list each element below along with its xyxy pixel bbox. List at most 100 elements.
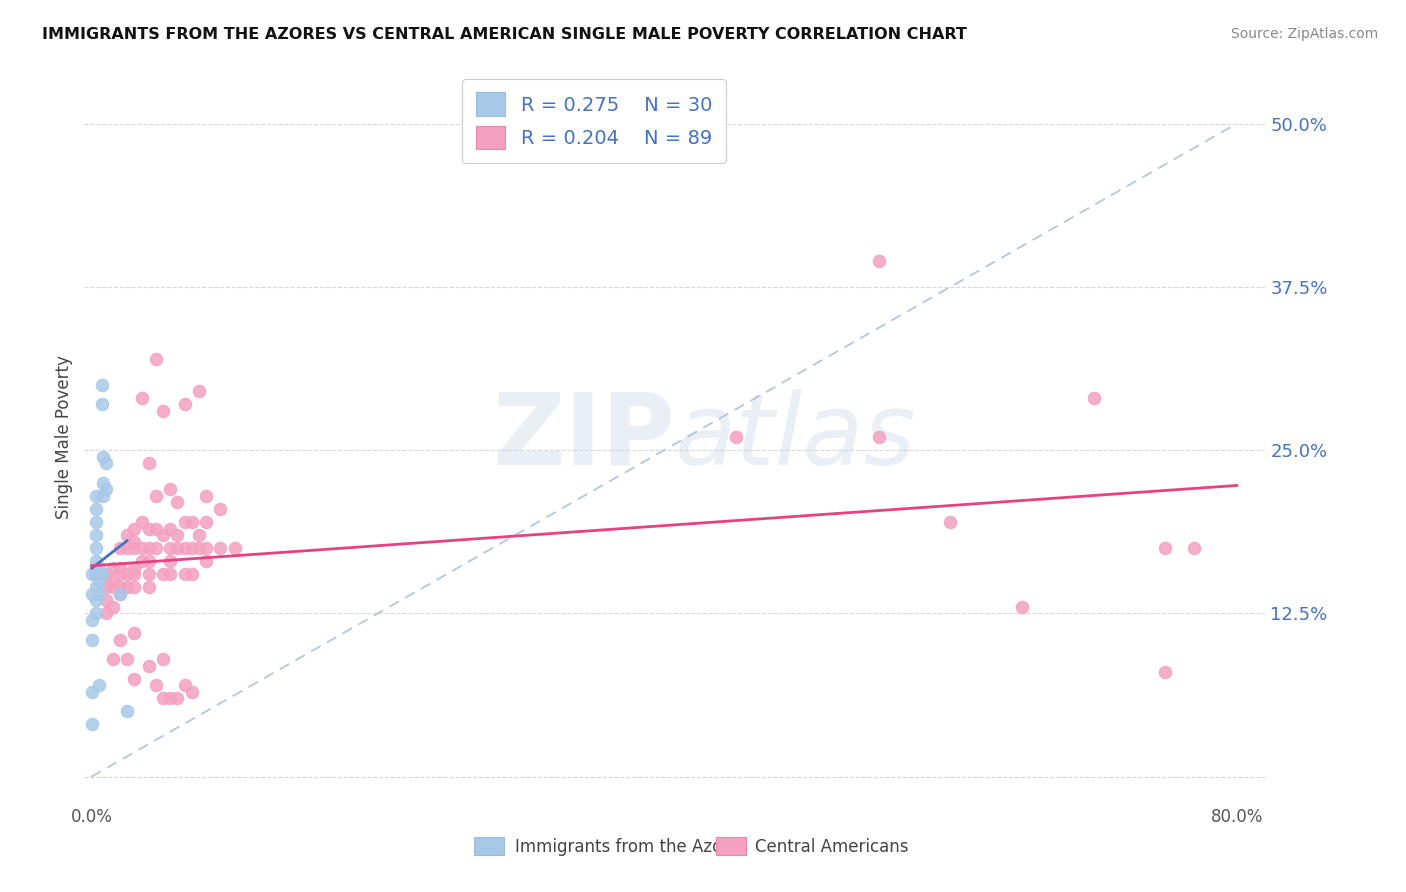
Point <box>101 574 124 588</box>
Point <box>84 593 107 607</box>
Point <box>91 475 114 490</box>
Point <box>1182 541 1205 555</box>
FancyBboxPatch shape <box>474 838 503 855</box>
Point <box>87 560 110 574</box>
Point <box>1154 665 1177 680</box>
Point <box>138 567 160 582</box>
Point <box>94 456 117 470</box>
Point <box>138 658 160 673</box>
Point <box>87 587 110 601</box>
Point <box>209 541 232 555</box>
Point <box>108 587 131 601</box>
Point <box>131 515 153 529</box>
Point <box>724 430 747 444</box>
Point <box>166 528 188 542</box>
Point <box>80 685 103 699</box>
Point <box>101 560 124 574</box>
Point <box>159 567 181 582</box>
Point <box>1083 391 1105 405</box>
FancyBboxPatch shape <box>716 838 745 855</box>
Point <box>1154 541 1177 555</box>
Point <box>131 541 153 555</box>
Point <box>108 587 131 601</box>
Point <box>87 678 110 692</box>
Point <box>180 567 202 582</box>
Point <box>101 599 124 614</box>
Point <box>84 541 107 555</box>
Point <box>131 391 153 405</box>
Point <box>138 456 160 470</box>
Point <box>108 580 131 594</box>
Point <box>80 567 103 582</box>
Text: ZIP: ZIP <box>492 389 675 485</box>
Point <box>84 515 107 529</box>
Point <box>166 495 188 509</box>
Point <box>84 502 107 516</box>
Point <box>187 528 209 542</box>
Point <box>173 397 195 411</box>
Point <box>187 541 209 555</box>
Point <box>124 580 146 594</box>
Point <box>145 351 167 366</box>
Point <box>117 528 139 542</box>
Point <box>159 483 181 497</box>
Point <box>84 607 107 621</box>
Point <box>84 554 107 568</box>
Point <box>108 632 131 647</box>
Point <box>145 489 167 503</box>
Point <box>195 541 218 555</box>
Point <box>108 567 131 582</box>
Text: atlas: atlas <box>675 389 917 485</box>
Point <box>145 678 167 692</box>
Point <box>124 567 146 582</box>
Point <box>131 554 153 568</box>
Point <box>91 489 114 503</box>
Point <box>166 691 188 706</box>
Point <box>173 515 195 529</box>
Point <box>180 541 202 555</box>
Point <box>101 580 124 594</box>
Point <box>138 521 160 535</box>
Point <box>159 691 181 706</box>
Point <box>180 685 202 699</box>
Point <box>87 574 110 588</box>
Point <box>91 450 114 464</box>
Point <box>145 541 167 555</box>
Point <box>80 587 103 601</box>
Point <box>166 541 188 555</box>
Text: Central Americans: Central Americans <box>755 838 908 855</box>
Point <box>124 541 146 555</box>
Point <box>101 652 124 666</box>
Point <box>209 502 232 516</box>
Point <box>108 541 131 555</box>
Text: Source: ZipAtlas.com: Source: ZipAtlas.com <box>1230 27 1378 41</box>
Point <box>84 489 107 503</box>
Point <box>173 567 195 582</box>
Point <box>90 567 112 582</box>
Point <box>94 483 117 497</box>
Point <box>124 534 146 549</box>
Point <box>117 567 139 582</box>
Point <box>80 613 103 627</box>
Point <box>152 691 174 706</box>
Point <box>173 541 195 555</box>
Point <box>94 593 117 607</box>
Y-axis label: Single Male Poverty: Single Male Poverty <box>55 355 73 519</box>
Point <box>868 430 890 444</box>
Point <box>868 253 890 268</box>
Point <box>152 404 174 418</box>
Point <box>187 384 209 399</box>
Point <box>195 515 218 529</box>
Point <box>124 521 146 535</box>
Point <box>124 560 146 574</box>
Point <box>117 541 139 555</box>
Point <box>145 521 167 535</box>
Point <box>90 377 112 392</box>
Point <box>117 705 139 719</box>
Point <box>195 554 218 568</box>
Point <box>94 580 117 594</box>
Point <box>159 554 181 568</box>
Point <box>80 717 103 731</box>
Point <box>180 515 202 529</box>
Point <box>159 541 181 555</box>
